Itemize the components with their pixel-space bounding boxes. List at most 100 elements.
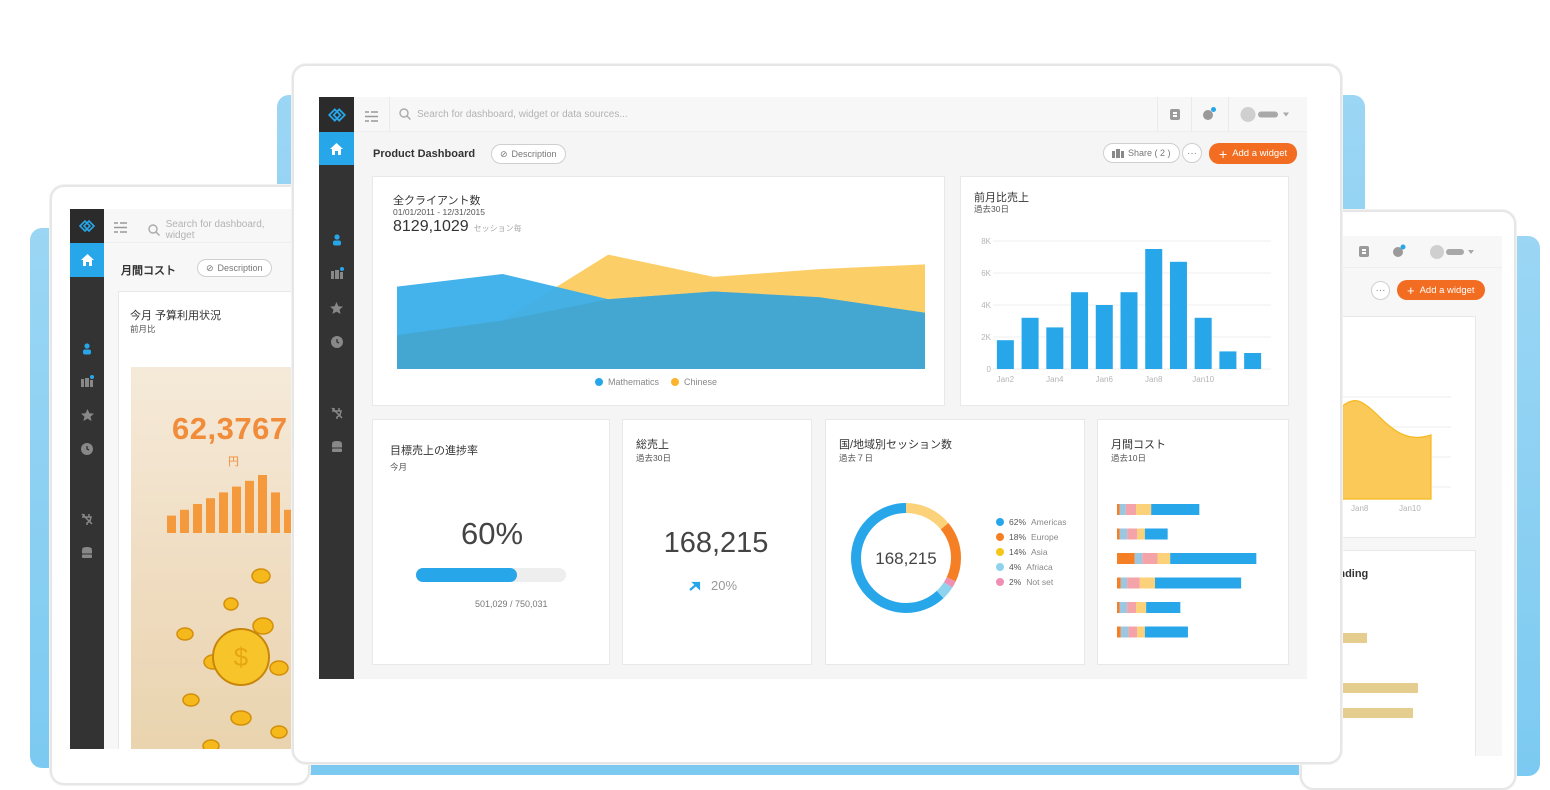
add-widget-button[interactable]: + Add a widget [1397, 280, 1485, 300]
y-tick-label: 2K [981, 333, 991, 342]
logo-icon[interactable] [70, 209, 104, 243]
right-topbar [1320, 236, 1502, 268]
legend-item[interactable]: 2% Not set [996, 577, 1066, 587]
stacked-bar-segment [1117, 577, 1121, 589]
share-button[interactable]: Share ( 2 ) [1103, 143, 1180, 163]
svg-text:$: $ [234, 642, 249, 672]
legend-swatch [996, 578, 1004, 586]
add-widget-label: Add a widget [1232, 148, 1288, 159]
logo-icon[interactable] [319, 97, 354, 132]
stacked-bar-segment [1119, 602, 1128, 613]
x-tick-label: Jan4 [1046, 375, 1064, 384]
legend-label: Afriaca [1026, 562, 1053, 572]
database-icon[interactable] [319, 441, 354, 454]
legend-item[interactable]: Mathematics [595, 377, 659, 387]
menu-collapse-icon[interactable] [114, 220, 127, 238]
stacked-bar-segment [1134, 553, 1143, 564]
area-overlap [397, 291, 925, 369]
more-button[interactable]: ··· [1182, 143, 1202, 163]
legend-percent: 62% [1009, 517, 1027, 527]
home-icon[interactable] [70, 243, 104, 277]
description-button[interactable]: ⊘ Description [197, 259, 272, 277]
y-tick-label: 4K [981, 301, 991, 310]
more-button[interactable]: ··· [1371, 281, 1390, 300]
target-progress-widget[interactable]: 目標売上の進捗率 今月 60% 501,029 / 750,031 [372, 419, 610, 665]
plug-icon[interactable] [70, 513, 104, 525]
team-icon[interactable] [70, 375, 104, 387]
avatar-icon[interactable] [1240, 107, 1292, 127]
more-label: ··· [1375, 285, 1386, 296]
spending-bars [1320, 633, 1418, 743]
left-sidebar [70, 209, 104, 749]
total-sales-widget[interactable]: 総売上 過去30日 168,215 20% [622, 419, 812, 665]
star-icon[interactable] [70, 409, 104, 421]
legend-percent: 4% [1009, 562, 1022, 572]
mini-bar [232, 486, 241, 533]
plug-icon[interactable] [319, 407, 354, 419]
legend-item[interactable]: Chinese [671, 377, 717, 387]
bar [1046, 327, 1064, 369]
star-icon[interactable] [319, 302, 354, 314]
share-label: Share ( 2 ) [1128, 148, 1171, 158]
notification-icon[interactable] [1202, 106, 1217, 126]
budget-amount: 62,3767 [172, 411, 288, 446]
center-screen: Search for dashboard, widget or data sou… [319, 97, 1307, 679]
description-button[interactable]: ⊘ Description [491, 144, 566, 164]
stacked-bar-segment [1170, 553, 1257, 564]
database-icon[interactable] [70, 547, 104, 560]
monthly-cost-widget[interactable]: 月間コスト 過去10日 [1097, 419, 1289, 665]
main-sidebar [319, 97, 354, 679]
coins-illustration: $ [176, 568, 289, 749]
sessions-by-country-widget[interactable]: 国/地域別セッション数 過去７日 168,215 62% Americas 18% E… [825, 419, 1085, 665]
team-icon[interactable] [319, 267, 354, 279]
main-search[interactable]: Search for dashboard, widget or data sou… [399, 108, 899, 120]
mini-bar [271, 492, 280, 533]
notification-icon[interactable] [1392, 244, 1406, 263]
mini-bar [245, 480, 254, 533]
add-widget-label: Add a widget [1419, 284, 1475, 296]
widget-title: 目標売上の進捗率 [390, 445, 478, 457]
tag-icon: ⊘ [206, 262, 214, 273]
legend-item[interactable]: 62% Americas [996, 517, 1066, 527]
right-x-label: Jan8 [1351, 504, 1369, 513]
tag-icon: ⊘ [500, 148, 508, 159]
home-icon[interactable] [319, 132, 354, 165]
stacked-bar-segment [1120, 577, 1128, 589]
topbar-divider [1191, 97, 1192, 132]
legend-label: Not set [1026, 577, 1054, 587]
mom-sales-widget[interactable]: 前月比売上 過去30日 0 2K 4K 6K 8K Jan2 Jan4 Jan6 Jan8 Jan… [960, 176, 1289, 406]
left-search[interactable]: Search for dashboard, widget [148, 219, 292, 241]
legend-item[interactable]: 18% Europe [996, 532, 1066, 542]
clock-icon[interactable] [70, 443, 104, 455]
stacked-bar-segment [1117, 626, 1121, 638]
legend-item[interactable]: 14% Asia [996, 547, 1066, 557]
bold-icon[interactable] [1358, 245, 1370, 263]
stacked-bar-segment [1127, 528, 1138, 540]
add-widget-button[interactable]: + Add a widget [1209, 143, 1298, 164]
legend-swatch [671, 378, 680, 386]
stacked-bar-segment [1146, 602, 1181, 613]
card-title: 今月 予算利用状況 [130, 310, 222, 322]
user-icon[interactable] [319, 234, 354, 246]
legend-item[interactable]: 4% Afriaca [996, 562, 1066, 572]
left-topbar: Search for dashboard, widget [104, 209, 292, 243]
user-icon[interactable] [70, 343, 104, 355]
avatar-icon[interactable] [1430, 245, 1476, 264]
topbar-divider [1157, 97, 1158, 132]
menu-collapse-icon[interactable] [365, 109, 378, 127]
stacked-bar-segment [1117, 504, 1120, 515]
area-chart [397, 254, 925, 369]
clients-widget[interactable]: 全クライアント数 01/01/2011 - 12/31/2015 8129,10… [372, 176, 945, 406]
widget-value: 8129,1029 [393, 218, 469, 235]
more-label: ··· [1187, 147, 1197, 159]
mini-bar [193, 504, 202, 533]
search-icon [148, 224, 160, 236]
stacked-bar-segment [1119, 528, 1128, 540]
search-placeholder: Search for dashboard, widget or data sou… [417, 108, 628, 120]
clock-icon[interactable] [319, 336, 354, 348]
area-legend: Mathematics Chinese [595, 377, 717, 387]
mini-bar [219, 492, 228, 533]
x-tick-label: Jan6 [1096, 375, 1114, 384]
bold-icon[interactable] [1169, 108, 1181, 126]
stacked-bar-segment [1157, 553, 1171, 564]
